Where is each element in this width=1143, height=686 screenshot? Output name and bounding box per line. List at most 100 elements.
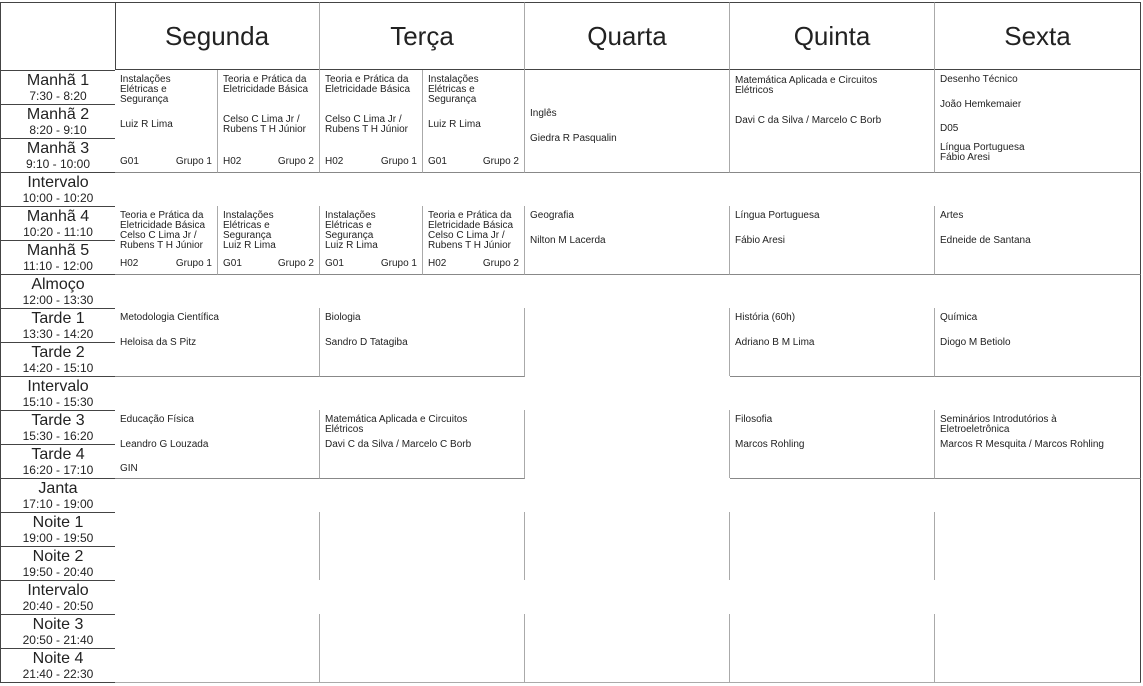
empty-slot xyxy=(320,614,525,649)
empty-slot xyxy=(730,512,935,547)
period-time: 8:20 - 9:10 xyxy=(29,122,87,137)
period-time: 15:10 - 15:30 xyxy=(22,394,94,409)
period-time: 19:00 - 19:50 xyxy=(22,530,94,545)
empty-slot xyxy=(730,546,935,581)
teacher-name: Edneide de Santana xyxy=(940,235,1031,246)
subject-name: Teoria e Prática da Eletricidade Básica xyxy=(223,74,309,95)
class-cell-teoria-e-pratica-da[interactable]: Teoria e Prática da Eletricidade Básica C… xyxy=(320,70,423,173)
class-cell-lingua-portuguesa[interactable]: Língua Portuguesa Fábio Aresi xyxy=(935,138,1141,173)
empty-slot xyxy=(115,648,320,683)
period-name: Manhã 5 xyxy=(26,241,90,259)
subject-name: Inglês xyxy=(530,108,557,119)
period-label: Manhã 4 10:20 - 11:10 xyxy=(0,206,116,241)
break-row xyxy=(115,172,1141,207)
class-cell-matematica-aplicada-e-circuitos[interactable]: Matemática Aplicada e Circuitos Elétrico… xyxy=(730,70,935,173)
period-time: 10:20 - 11:10 xyxy=(23,224,93,239)
class-cell-educacao-fisica[interactable]: Educação Física Leandro G Louzada GIN xyxy=(115,410,320,479)
class-cell-ingles[interactable]: Inglês Giedra R Pasqualin xyxy=(525,104,730,173)
empty-slot xyxy=(525,614,730,649)
teacher-name: Heloisa da S Pitz xyxy=(120,337,197,348)
class-cell-artes[interactable]: Artes Edneide de Santana xyxy=(935,206,1141,275)
period-name: Manhã 4 xyxy=(26,207,90,225)
subject-name: História (60h) xyxy=(735,312,796,323)
empty-slot xyxy=(935,648,1141,683)
period-label: Intervalo 15:10 - 15:30 xyxy=(0,376,116,411)
period-time: 19:50 - 20:40 xyxy=(22,564,94,579)
teacher-name: Luiz R Lima xyxy=(223,240,276,251)
class-cell-teoria-e-pratica-da[interactable]: Teoria e Prática da Eletricidade Básica C… xyxy=(218,70,320,173)
room-code: G01 xyxy=(428,156,447,167)
class-cell-desenho-tecnico[interactable]: Desenho Técnico João Hemkemaier D05 xyxy=(935,70,1141,139)
period-label: Tarde 3 15:30 - 16:20 xyxy=(0,410,116,445)
subject-name: Instalações Elétricas e Segurança xyxy=(325,210,376,241)
subject-name: Matemática Aplicada e Circuitos Elétrico… xyxy=(325,414,468,435)
room-code: H02 xyxy=(428,258,447,269)
empty-slot xyxy=(115,614,320,649)
class-cell-seminarios-introdutorios-a[interactable]: Seminários Introdutórios à Eletroeletrôn… xyxy=(935,410,1141,479)
group-label: Grupo 1 xyxy=(175,156,212,167)
empty-slot xyxy=(935,512,1141,547)
room-group-row: H02 Grupo 2 xyxy=(223,157,314,167)
class-cell-instalacoes[interactable]: Instalações Elétricas e Segurança Luiz R … xyxy=(115,70,218,173)
empty-slot xyxy=(115,546,320,581)
period-name: Tarde 4 xyxy=(31,445,85,463)
period-name: Janta xyxy=(38,479,78,497)
class-cell-lingua-portuguesa[interactable]: Língua Portuguesa Fábio Aresi xyxy=(730,206,935,275)
room-code: G01 xyxy=(223,258,242,269)
subject-name: Desenho Técnico xyxy=(940,74,1018,85)
period-label: Noite 1 19:00 - 19:50 xyxy=(0,512,116,547)
empty-slot xyxy=(525,308,730,343)
class-cell-metodologia-cientifica[interactable]: Metodologia Científica Heloisa da S Pitz xyxy=(115,308,320,377)
class-cell-instalacoes[interactable]: Instalações Elétricas e Segurança Luiz R … xyxy=(320,206,423,275)
period-name: Intervalo xyxy=(27,173,89,191)
period-label: Noite 4 21:40 - 22:30 xyxy=(0,648,116,683)
period-name: Tarde 1 xyxy=(31,309,85,327)
room-group-row: H02 Grupo 2 xyxy=(428,259,519,269)
teacher-name: Celso C Lima Jr / Rubens T H Júnior xyxy=(325,114,409,135)
class-cell-teoria-e-pratica-da[interactable]: Teoria e Prática da Eletricidade Básica C… xyxy=(423,206,525,275)
room-code: GIN xyxy=(120,463,138,474)
subject-name: Educação Física xyxy=(120,414,194,425)
teacher-name: Sandro D Tatagiba xyxy=(325,337,408,348)
day-header-quarta: Quarta xyxy=(525,2,730,71)
class-cell-matematica-aplicada-e-circuitos[interactable]: Matemática Aplicada e Circuitos Elétrico… xyxy=(320,410,525,479)
teacher-name: Marcos R Mesquita / Marcos Rohling xyxy=(940,439,1104,450)
teacher-name: Giedra R Pasqualin xyxy=(530,133,617,144)
period-name: Tarde 3 xyxy=(31,411,85,429)
period-label: Tarde 2 14:20 - 15:10 xyxy=(0,342,116,377)
period-label: Janta 17:10 - 19:00 xyxy=(0,478,116,513)
class-cell-teoria-e-pratica-da[interactable]: Teoria e Prática da Eletricidade Básica C… xyxy=(115,206,218,275)
class-cell-filosofia[interactable]: Filosofia Marcos Rohling xyxy=(730,410,935,479)
teacher-name: Celso C Lima Jr / Rubens T H Júnior xyxy=(428,230,512,251)
group-label: Grupo 2 xyxy=(277,258,314,269)
subject-name: Teoria e Prática da Eletricidade Básica xyxy=(325,74,411,95)
room-group-row: G01 Grupo 1 xyxy=(120,157,212,167)
class-cell-biologia[interactable]: Biologia Sandro D Tatagiba xyxy=(320,308,525,377)
period-label: Manhã 1 7:30 - 8:20 xyxy=(0,70,116,105)
group-label: Grupo 2 xyxy=(277,156,314,167)
period-time: 20:50 - 21:40 xyxy=(22,632,94,647)
day-header-terca: Terça xyxy=(320,2,525,71)
period-label: Almoço 12:00 - 13:30 xyxy=(0,274,116,309)
class-cell-geografia[interactable]: Geografia Nilton M Lacerda xyxy=(525,206,730,275)
period-label: Manhã 2 8:20 - 9:10 xyxy=(0,104,116,139)
class-cell-quimica[interactable]: Química Diogo M Betiolo xyxy=(935,308,1141,377)
period-time: 7:30 - 8:20 xyxy=(29,88,87,103)
period-label: Noite 2 19:50 - 20:40 xyxy=(0,546,116,581)
class-cell-instalacoes[interactable]: Instalações Elétricas e Segurança Luiz R … xyxy=(218,206,320,275)
subject-name: Metodologia Científica xyxy=(120,312,219,323)
room-code: H02 xyxy=(223,156,242,167)
subject-name: Artes xyxy=(940,210,964,221)
period-name: Almoço xyxy=(31,275,85,293)
period-time: 16:20 - 17:10 xyxy=(22,462,94,477)
subject-name: Biologia xyxy=(325,312,361,323)
teacher-name: Nilton M Lacerda xyxy=(530,235,606,246)
teacher-name: Celso C Lima Jr / Rubens T H Júnior xyxy=(120,230,204,251)
class-cell-historia-60h[interactable]: História (60h) Adriano B M Lima xyxy=(730,308,935,377)
period-time: 20:40 - 20:50 xyxy=(22,598,94,613)
room-code: H02 xyxy=(120,258,139,269)
period-name: Manhã 3 xyxy=(26,139,90,157)
period-name: Manhã 2 xyxy=(26,105,90,123)
class-cell-instalacoes[interactable]: Instalações Elétricas e Segurança Luiz R … xyxy=(423,70,525,173)
